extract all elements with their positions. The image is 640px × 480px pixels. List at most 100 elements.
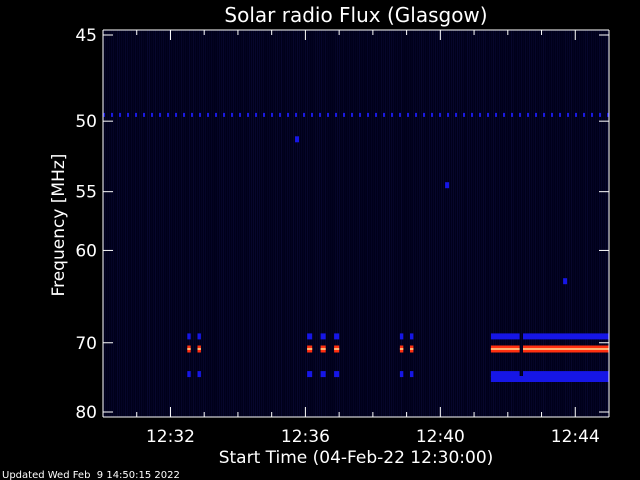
background-streak — [541, 30, 542, 417]
background-streak — [571, 30, 572, 417]
background-streak — [219, 30, 220, 417]
background-streak — [175, 30, 176, 417]
background-streak — [293, 30, 294, 417]
rfi-band-segment — [197, 371, 201, 378]
rfi-band — [187, 345, 609, 353]
rfi-band-dash — [391, 112, 393, 117]
rfi-band-dash — [199, 112, 201, 117]
background-streak — [109, 30, 110, 417]
background-streak — [327, 30, 328, 417]
background-streak — [433, 30, 434, 417]
background-streak — [401, 30, 402, 417]
rfi-band-segment — [523, 333, 609, 340]
background-streak — [379, 30, 380, 417]
background-streak — [335, 30, 336, 417]
background-streak — [317, 30, 318, 417]
rfi-band-dash — [383, 112, 385, 117]
rfi-band-dash — [471, 112, 473, 117]
background-streak — [349, 30, 350, 417]
background-streak — [463, 30, 464, 417]
rfi-band-dash — [487, 112, 489, 117]
rfi-band-core — [197, 348, 201, 350]
background-streak — [331, 30, 332, 417]
background-streak — [141, 30, 142, 417]
rfi-band-dash — [207, 112, 209, 117]
background-streak — [563, 30, 564, 417]
background-streak — [239, 30, 240, 417]
background-streak — [167, 30, 168, 417]
background-streak — [491, 30, 492, 417]
background-streak — [169, 30, 170, 417]
rfi-band-segment — [197, 333, 201, 340]
background-streak — [443, 30, 444, 417]
background-streak — [419, 30, 420, 417]
rfi-band-dash — [103, 112, 105, 117]
x-axis-label: Start Time (04-Feb-22 12:30:00) — [219, 448, 494, 468]
rfi-band-dash — [319, 112, 321, 117]
background-streak — [599, 30, 600, 417]
background-streak — [457, 30, 458, 417]
background-streak — [451, 30, 452, 417]
rfi-band-dash — [551, 112, 553, 117]
background-streak — [191, 30, 192, 417]
background-streak — [249, 30, 250, 417]
background-streak — [511, 30, 512, 417]
rfi-band-dash — [263, 112, 265, 117]
rfi-band-dash — [407, 112, 409, 117]
rfi-band-dash — [535, 112, 537, 117]
background-streak — [267, 30, 268, 417]
rfi-band-dash — [231, 112, 233, 117]
rfi-band — [187, 371, 609, 378]
rfi-band-dash — [343, 112, 345, 117]
background-streak — [359, 30, 360, 417]
rfi-band — [490, 376, 609, 382]
background-streak — [507, 30, 508, 417]
background-streak — [287, 30, 288, 417]
background-streak — [447, 30, 448, 417]
background-streak — [355, 30, 356, 417]
background-streak — [193, 30, 194, 417]
background-streak — [543, 30, 544, 417]
background-streak — [131, 30, 132, 417]
emission-spot — [563, 278, 568, 285]
background-streak — [213, 30, 214, 417]
background-streak — [259, 30, 260, 417]
rfi-band-dash — [247, 112, 249, 117]
background-streak — [295, 30, 296, 417]
background-streak — [505, 30, 506, 417]
background-streak — [583, 30, 584, 417]
background-streak — [261, 30, 262, 417]
background-streak — [585, 30, 586, 417]
background-streak — [319, 30, 320, 417]
background-streak — [477, 30, 478, 417]
background-streak — [407, 30, 408, 417]
rfi-bands — [103, 112, 609, 382]
background-streak — [323, 30, 324, 417]
background-streak — [391, 30, 392, 417]
background-streak — [369, 30, 370, 417]
background-streak — [449, 30, 450, 417]
background-streak — [183, 30, 184, 417]
background-streak — [371, 30, 372, 417]
background-streak — [375, 30, 376, 417]
background-streak — [553, 30, 554, 417]
background-streak — [537, 30, 538, 417]
background-streak — [517, 30, 518, 417]
background-streak — [493, 30, 494, 417]
background-streak — [589, 30, 590, 417]
background-streak — [115, 30, 116, 417]
background-streak — [181, 30, 182, 417]
background-streak — [343, 30, 344, 417]
background-streak — [533, 30, 534, 417]
background-streak — [501, 30, 502, 417]
background-streak — [579, 30, 580, 417]
background-streak — [365, 30, 366, 417]
background-streak — [207, 30, 208, 417]
background-streak — [187, 30, 188, 417]
background-streak — [557, 30, 558, 417]
background-streak — [247, 30, 248, 417]
background-streak — [569, 30, 570, 417]
background-streak — [229, 30, 230, 417]
background-streak — [325, 30, 326, 417]
background-streak — [245, 30, 246, 417]
